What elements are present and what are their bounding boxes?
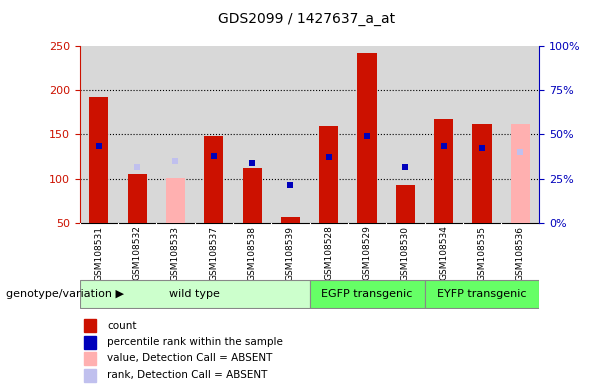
Bar — [89, 97, 109, 223]
Text: GSM108539: GSM108539 — [286, 225, 295, 280]
Text: EYFP transgenic: EYFP transgenic — [437, 289, 527, 299]
Text: wild type: wild type — [169, 289, 220, 299]
Bar — [84, 352, 96, 365]
Bar — [424, 280, 539, 308]
Text: count: count — [107, 321, 137, 331]
Text: percentile rank within the sample: percentile rank within the sample — [107, 338, 283, 348]
Text: GSM108528: GSM108528 — [324, 225, 333, 280]
Text: EGFP transgenic: EGFP transgenic — [321, 289, 413, 299]
Bar — [80, 280, 310, 308]
Text: genotype/variation ▶: genotype/variation ▶ — [6, 289, 124, 299]
Bar — [434, 119, 453, 223]
Bar — [319, 126, 338, 223]
Bar — [204, 136, 223, 223]
Bar — [473, 124, 492, 223]
Bar — [84, 336, 96, 349]
Text: GSM108530: GSM108530 — [401, 225, 410, 280]
Text: GSM108533: GSM108533 — [171, 225, 180, 280]
Text: GSM108538: GSM108538 — [248, 225, 257, 280]
Text: GSM108529: GSM108529 — [362, 225, 371, 280]
Bar — [243, 168, 262, 223]
Bar — [166, 178, 185, 223]
Bar — [511, 124, 530, 223]
Text: GSM108532: GSM108532 — [132, 225, 142, 280]
Text: GSM108531: GSM108531 — [94, 225, 104, 280]
Bar — [84, 319, 96, 332]
Text: GSM108535: GSM108535 — [478, 225, 487, 280]
Text: GSM108536: GSM108536 — [516, 225, 525, 280]
Bar — [310, 280, 424, 308]
Bar — [396, 185, 415, 223]
Text: GDS2099 / 1427637_a_at: GDS2099 / 1427637_a_at — [218, 12, 395, 25]
Bar — [84, 369, 96, 382]
Bar — [357, 53, 376, 223]
Bar — [281, 217, 300, 223]
Text: GSM108537: GSM108537 — [209, 225, 218, 280]
Text: rank, Detection Call = ABSENT: rank, Detection Call = ABSENT — [107, 370, 268, 380]
Bar — [128, 174, 147, 223]
Text: GSM108534: GSM108534 — [439, 225, 448, 280]
Text: value, Detection Call = ABSENT: value, Detection Call = ABSENT — [107, 353, 273, 364]
